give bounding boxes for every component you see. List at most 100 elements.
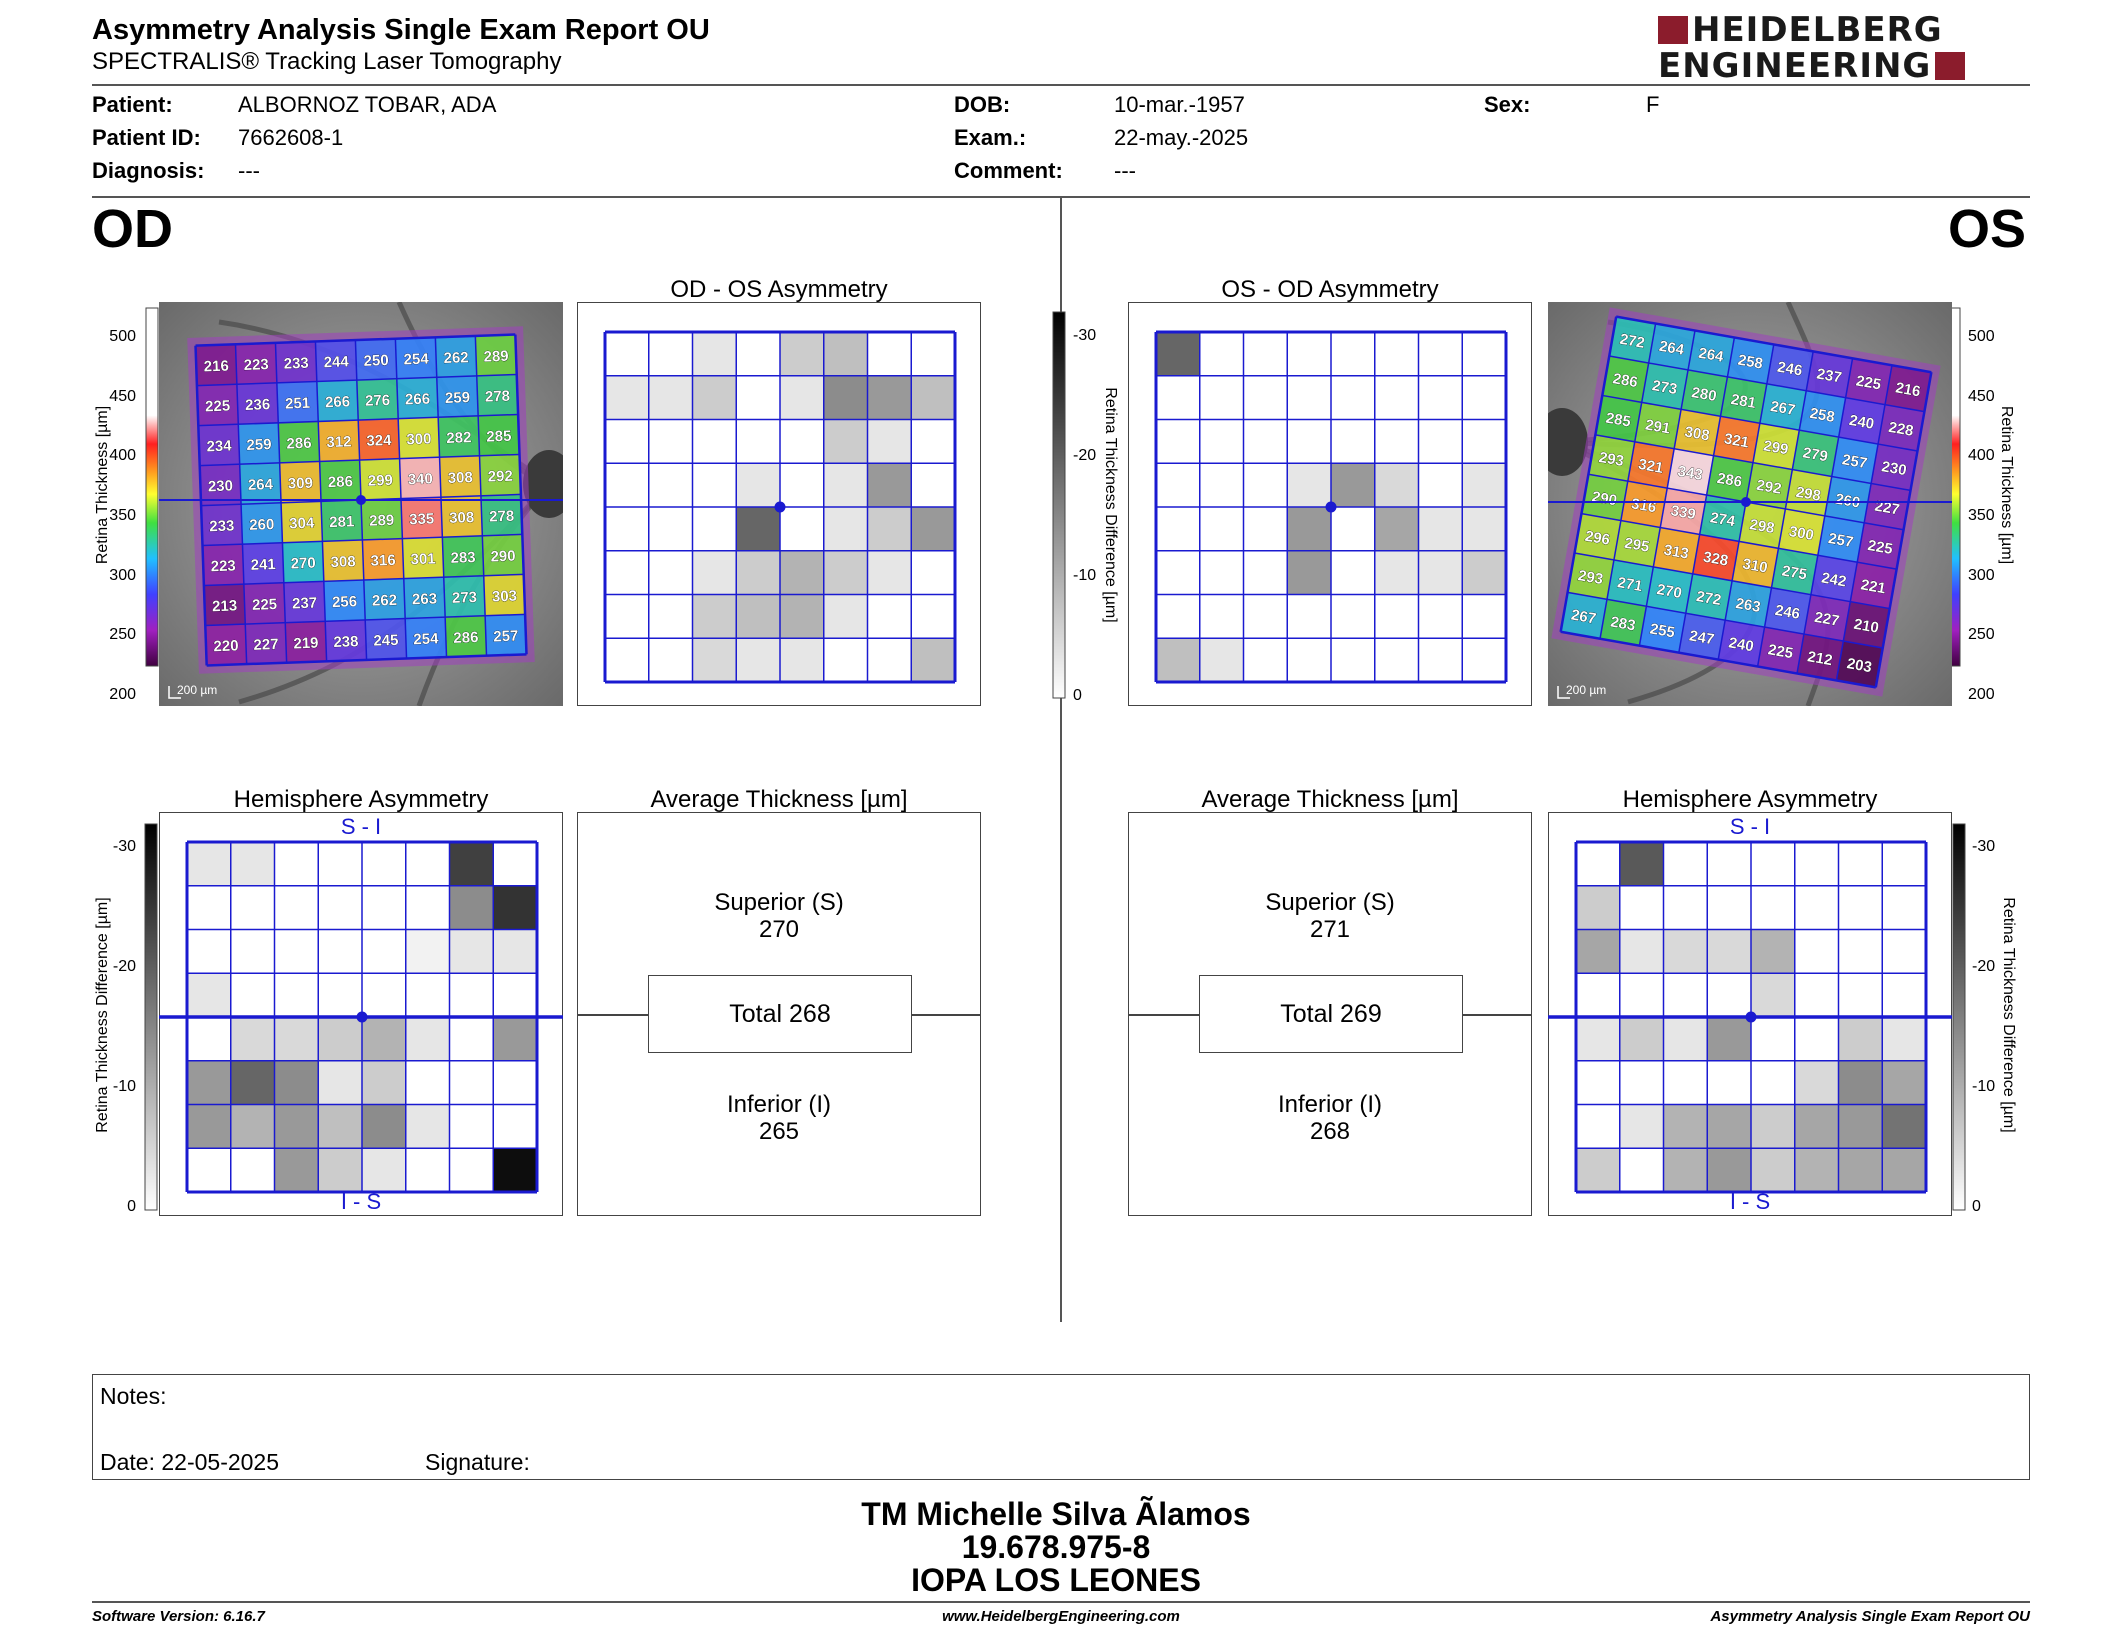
difference-cell: [1707, 929, 1751, 974]
difference-cell: [1619, 1017, 1664, 1061]
difference-cell: [1882, 1017, 1926, 1061]
difference-cell: [1619, 1148, 1664, 1192]
thickness-cell: [1757, 627, 1804, 674]
fovea-marker: [1325, 501, 1337, 513]
difference-cell: [692, 375, 737, 420]
tick-label: 0: [1073, 687, 1082, 704]
thickness-value: 246: [1774, 602, 1802, 623]
thickness-value: 285: [486, 428, 512, 446]
thickness-cell: [476, 374, 519, 416]
tick-label: 250: [109, 626, 136, 644]
thickness-value: 258: [1737, 352, 1765, 373]
thickness-value: 316: [1630, 495, 1658, 516]
tick-label: -20: [1972, 958, 1996, 975]
difference-cell: [1418, 638, 1463, 682]
difference-cell: [648, 638, 693, 682]
thickness-cell: [1836, 641, 1883, 688]
difference-cell: [692, 332, 737, 376]
comment-value: ---: [1114, 158, 1136, 183]
difference-cell: [405, 885, 450, 930]
thickness-cell: [282, 541, 324, 583]
difference-cell: [1838, 929, 1883, 974]
difference-cell: [823, 419, 868, 464]
thickness-cell: [1771, 548, 1818, 595]
thickness-value: 258: [1808, 405, 1836, 426]
tick-label: 350: [1968, 507, 1995, 524]
thickness-value: 278: [489, 508, 515, 526]
tick-label: -30: [112, 838, 136, 855]
thickness-value: 281: [329, 513, 355, 531]
tick-label: 400: [1968, 447, 1995, 465]
scale-bar-label: 200 µm: [177, 683, 217, 697]
difference-cell: [1794, 929, 1839, 974]
thickness-cell: [1824, 476, 1872, 523]
thickness-value: 343: [1676, 463, 1704, 484]
thickness-cell: [1699, 495, 1746, 542]
thickness-value: 286: [1611, 370, 1639, 391]
difference-cell: [362, 929, 406, 974]
heidelberg-logo: HEIDELBERG ENGINEERING: [1658, 12, 2030, 84]
difference-cell: [780, 594, 824, 639]
difference-cell: [605, 594, 649, 639]
difference-cell: [1707, 885, 1751, 930]
thickness-value: 328: [1702, 549, 1730, 570]
difference-cell: [692, 507, 737, 551]
thickness-value: 276: [365, 392, 391, 410]
difference-cell: [692, 463, 737, 507]
difference-cell: [274, 885, 319, 930]
thickness-value: 290: [1591, 488, 1619, 509]
difference-cell: [1576, 1104, 1620, 1149]
difference-cell: [1418, 507, 1463, 551]
difference-cell: [230, 973, 275, 1017]
thickness-value: 259: [445, 389, 471, 407]
footer-website[interactable]: www.HeidelbergEngineering.com: [942, 1608, 1180, 1625]
difference-cell: [1462, 594, 1506, 639]
difference-cell: [1751, 1104, 1795, 1149]
thickness-value: 264: [1658, 338, 1686, 359]
difference-cell: [1331, 594, 1375, 639]
difference-cell: [1287, 638, 1331, 682]
sex-label: Sex:: [1484, 92, 1531, 117]
difference-cell: [1199, 550, 1244, 595]
thickness-cell: [1602, 356, 1649, 403]
thickness-cell: [318, 420, 360, 462]
thickness-cell: [398, 417, 440, 459]
notes-box[interactable]: Notes: Date: 22-05-2025 Signature:: [92, 1374, 2030, 1480]
thickness-cell: [1706, 455, 1753, 502]
difference-cell: [405, 1104, 450, 1149]
difference-cell: [1374, 463, 1419, 507]
tick-label: 0: [1972, 1198, 1981, 1215]
difference-cell: [405, 1060, 450, 1105]
difference-cell: [1663, 842, 1708, 886]
os-hemi-bottom-label: I - S: [1729, 1189, 1771, 1214]
thickness-value: 278: [485, 388, 511, 406]
difference-cell: [1331, 419, 1375, 464]
os-hemisphere-grid: [1548, 840, 1952, 1194]
thickness-value: 286: [328, 473, 354, 491]
scale-bar: [168, 686, 181, 699]
signer-id: 19.678.975-8: [961, 1529, 1151, 1565]
difference-cell: [1243, 332, 1288, 376]
difference-cell: [274, 1104, 319, 1149]
difference-cell: [493, 842, 537, 886]
difference-cell: [1374, 419, 1419, 464]
difference-cell: [187, 1148, 231, 1192]
thickness-value: 316: [370, 552, 396, 570]
patient-name: ALBORNOZ TOBAR, ADA: [238, 92, 497, 117]
thickness-value: 272: [1695, 588, 1723, 609]
thickness-value: 247: [1688, 627, 1716, 648]
difference-cell: [648, 594, 693, 639]
difference-cell: [823, 332, 868, 376]
difference-cell: [1156, 332, 1200, 376]
thickness-cell: [316, 380, 359, 422]
tick-label: 200: [109, 686, 136, 703]
thickness-value: 301: [410, 550, 436, 568]
thickness-cell: [1739, 502, 1786, 549]
logo-line-2: ENGINEERING: [1658, 46, 1932, 86]
thickness-cell: [359, 458, 401, 500]
thickness-cell: [1752, 423, 1800, 470]
difference-cell: [911, 419, 955, 464]
tick-label: 200: [1968, 686, 1995, 703]
tick-label: -10: [112, 1078, 136, 1095]
difference-cell: [1619, 885, 1664, 930]
